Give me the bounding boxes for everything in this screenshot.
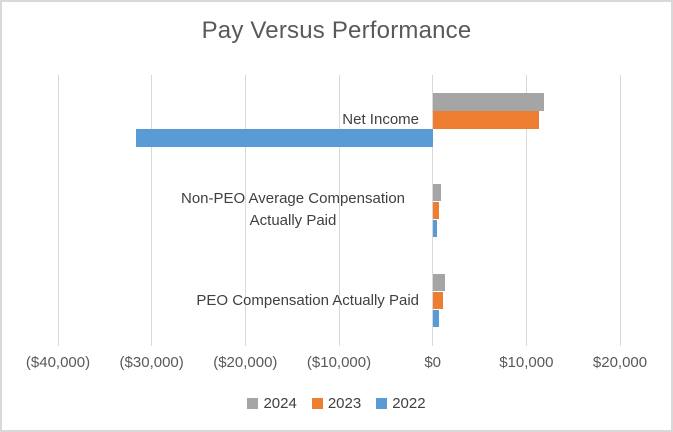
- x-axis-tick-label: $0: [424, 354, 441, 371]
- legend-item-2023: 2023: [311, 395, 362, 412]
- category-label-peo-compensation-actually-paid: PEO Compensation Actually Paid: [196, 291, 419, 309]
- bar-2024-peo-compensation-actually-paid: [432, 273, 445, 292]
- legend-label-2022: 2022: [392, 395, 426, 412]
- gridline: [525, 75, 527, 346]
- x-axis-tick-label: ($30,000): [119, 354, 184, 371]
- legend: 2024 2023 2022: [2, 395, 671, 412]
- legend-swatch-2024: [247, 398, 259, 409]
- gridline: [151, 75, 153, 346]
- bar-2022-non-peo-average-compensation-actually-paid: [432, 219, 437, 237]
- legend-swatch-2022: [376, 398, 388, 409]
- gridline: [57, 75, 59, 346]
- bar-2024-non-peo-average-compensation-actually-paid: [432, 183, 442, 201]
- category-label-net-income: Net Income: [342, 111, 419, 129]
- chart-title: Pay Versus Performance: [201, 17, 472, 44]
- x-axis-tick-label: ($10,000): [306, 354, 372, 371]
- bar-2023-peo-compensation-actually-paid: [432, 291, 443, 310]
- bar-2023-net-income: [432, 111, 539, 129]
- category-label-non-peo-average-compensation-actually-paid: Non-PEO Average Compensation Actually Pa…: [180, 190, 406, 230]
- x-axis-tick-label: $10,000: [499, 354, 554, 371]
- legend-label-2023: 2023: [327, 395, 362, 412]
- x-axis-tick-label: ($20,000): [213, 354, 278, 371]
- legend-item-2024: 2024: [247, 395, 297, 412]
- legend-label-2024: 2024: [263, 395, 297, 412]
- gridline: [338, 75, 340, 346]
- gridline: [619, 75, 621, 346]
- bar-2022-net-income: [135, 129, 433, 147]
- legend-item-2022: 2022: [376, 395, 426, 412]
- gridline: [244, 75, 246, 346]
- bar-2024-net-income: [432, 93, 544, 111]
- legend-swatch-2023: [311, 398, 323, 409]
- x-axis-tick-label: $20,000: [592, 354, 648, 371]
- bar-2023-non-peo-average-compensation-actually-paid: [432, 201, 439, 219]
- x-axis-tick-label: ($40,000): [25, 354, 91, 371]
- bar-2022-peo-compensation-actually-paid: [432, 309, 440, 328]
